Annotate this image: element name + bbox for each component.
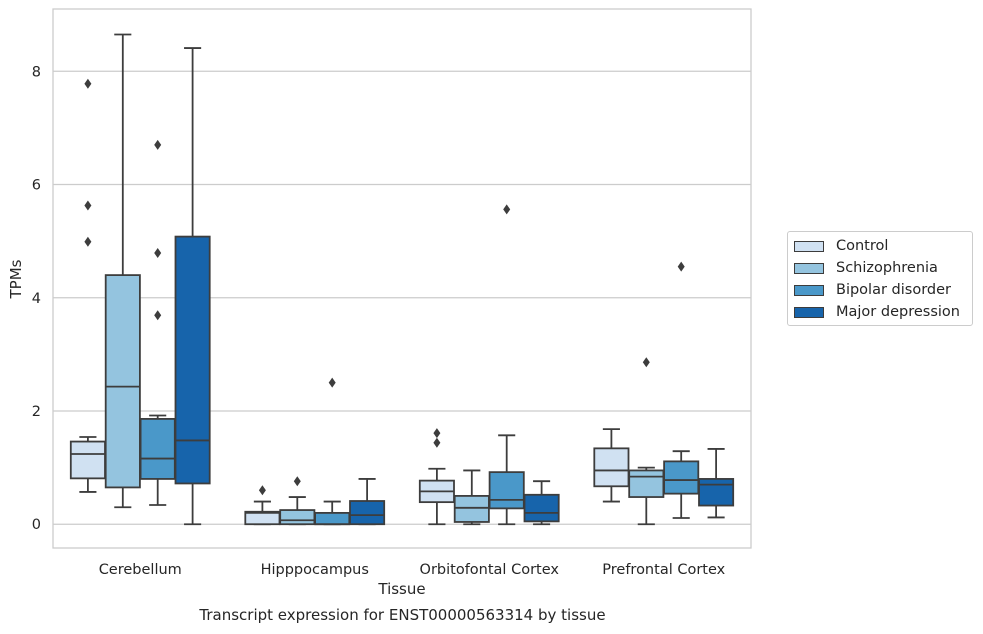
box-iqr <box>279 509 316 526</box>
box-0-1 <box>244 485 281 526</box>
y-tick-labels: 0 2 4 6 8 <box>32 64 41 533</box>
outlier-point <box>258 485 266 496</box>
box-2-0 <box>139 139 176 506</box>
series-bipolar-disorder <box>139 139 700 526</box>
box-iqr <box>698 478 735 507</box>
x-tick-label-1: Hipppocampus <box>261 562 369 578</box>
box-0-2 <box>418 428 455 526</box>
box-iqr <box>349 500 386 526</box>
box-3-1 <box>349 478 386 526</box>
plot-frame <box>52 8 752 549</box>
box-1-3 <box>628 357 665 526</box>
box-1-1 <box>279 476 316 526</box>
box-1-2 <box>453 469 490 526</box>
legend-item-major-depression: Major depression <box>794 302 960 322</box>
y-tick-label-2: 2 <box>32 404 41 420</box>
outlier-point <box>433 428 441 439</box>
legend-item-control: Control <box>794 236 888 256</box>
box-2-1 <box>314 377 351 526</box>
legend-label-control: Control <box>836 238 889 254</box>
box-iqr <box>523 493 560 523</box>
box-iqr <box>488 471 525 510</box>
y-tick-label-8: 8 <box>32 64 41 80</box>
box-iqr <box>174 235 211 485</box>
chart-caption: Transcript expression for ENST0000056331… <box>199 606 606 624</box>
outlier-point <box>503 204 511 215</box>
box-iqr <box>663 460 700 495</box>
legend-item-schizophrenia: Schizophrenia <box>794 258 938 278</box>
outlier-point <box>293 476 301 487</box>
x-axis-label: Tissue <box>377 580 425 598</box>
box-series <box>69 33 735 526</box>
box-iqr <box>139 418 176 480</box>
box-iqr <box>453 495 490 523</box>
outlier-point <box>84 200 92 211</box>
outlier-point <box>677 261 685 272</box>
outlier-point <box>433 437 441 448</box>
box-3-0 <box>174 47 211 526</box>
legend-item-bipolar-disorder: Bipolar disorder <box>794 280 951 300</box>
x-tick-label-0: Cerebellum <box>99 562 182 578</box>
legend-label-schizophrenia: Schizophrenia <box>836 260 938 276</box>
x-tick-label-2: Orbitofontal Cortex <box>420 562 560 578</box>
series-major-depression <box>174 47 735 526</box>
outlier-point <box>154 139 162 150</box>
legend-swatch-control <box>794 240 824 252</box>
box-iqr <box>314 511 351 526</box>
box-0-0 <box>69 78 106 493</box>
legend-label-major-depression: Major depression <box>836 304 960 320</box>
box-2-2 <box>488 204 525 526</box>
box-2-3 <box>663 261 700 519</box>
legend-label-bipolar-disorder: Bipolar disorder <box>836 282 951 298</box>
x-tick-labels: Cerebellum Hipppocampus Orbitofontal Corte… <box>99 562 726 578</box>
box-iqr <box>628 469 665 498</box>
outlier-point <box>328 377 336 388</box>
legend: Control Schizophrenia Bipolar disorder M… <box>787 231 973 326</box>
x-tick-label-3: Prefrontal Cortex <box>602 562 725 578</box>
outlier-point <box>84 236 92 247</box>
box-iqr <box>69 440 106 480</box>
grid-lines <box>53 70 751 525</box>
outlier-point <box>642 357 650 368</box>
legend-swatch-schizophrenia <box>794 262 824 274</box>
legend-swatch-major-depression <box>794 306 824 318</box>
box-3-3 <box>698 448 735 519</box>
box-iqr <box>593 447 630 488</box>
y-tick-label-6: 6 <box>32 178 41 194</box>
outlier-point <box>154 248 162 259</box>
outlier-point <box>84 78 92 89</box>
legend-swatch-bipolar-disorder <box>794 284 824 296</box>
box-3-2 <box>523 480 560 526</box>
outlier-point <box>154 310 162 321</box>
y-axis-label: TPMs <box>7 259 25 299</box>
box-0-3 <box>593 428 630 503</box>
y-tick-label-4: 4 <box>32 291 41 307</box>
box-iqr <box>104 274 141 489</box>
y-tick-label-0: 0 <box>32 517 41 533</box>
box-1-0 <box>104 33 141 509</box>
